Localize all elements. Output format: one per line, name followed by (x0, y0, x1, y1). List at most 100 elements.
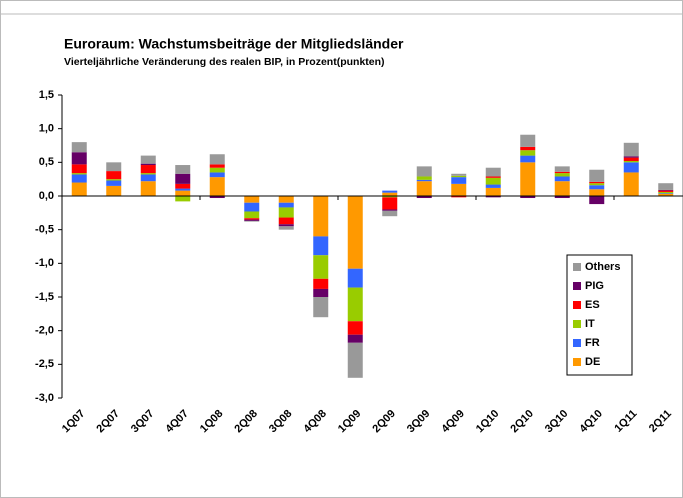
bar-segment (416, 196, 432, 199)
bar-segment (106, 179, 122, 181)
legend-label: FR (585, 337, 600, 349)
bar-segment (313, 288, 329, 297)
bar-segment (244, 220, 260, 222)
bar-segment (175, 173, 191, 184)
bar-segment (554, 173, 570, 177)
bar-segment (658, 193, 674, 196)
bar-segment (278, 207, 294, 218)
bar-segment (347, 342, 363, 378)
bar-segment (209, 196, 225, 199)
bar-segment (71, 164, 87, 174)
legend-swatch (573, 358, 581, 366)
legend-swatch (573, 263, 581, 271)
bar-segment (589, 183, 605, 186)
bar-segment (313, 297, 329, 318)
bar-segment (209, 177, 225, 196)
bar-segment (554, 171, 570, 174)
legend-swatch (573, 320, 581, 328)
bar-segment (347, 287, 363, 322)
chart-subtitle: Vierteljährliche Veränderung des realen … (64, 56, 385, 68)
bar-segment (623, 172, 639, 196)
bar-segment (244, 211, 260, 219)
bar-segment (451, 173, 467, 176)
bar-segment (554, 176, 570, 182)
bar-segment (244, 202, 260, 212)
bar-segment (347, 334, 363, 343)
legend-label: DE (585, 356, 600, 368)
bar-segment (71, 174, 87, 183)
y-tick-label: 0,0 (39, 190, 54, 202)
y-tick-label: -2,5 (35, 358, 54, 370)
y-tick-label: 1,5 (39, 89, 54, 101)
bar-segment (520, 162, 536, 196)
bar-segment (175, 165, 191, 174)
bar-segment (106, 162, 122, 172)
bar-segment (658, 193, 674, 194)
bar-segment (485, 187, 501, 196)
legend-swatch (573, 301, 581, 309)
bar-segment (623, 160, 639, 163)
bar-segment (589, 181, 605, 184)
bar-segment (106, 171, 122, 180)
bar-segment (485, 176, 501, 178)
bar-segment (209, 154, 225, 165)
bar-segment (140, 155, 156, 164)
bar-segment (244, 196, 260, 203)
bar-segment (278, 202, 294, 208)
bar-segment (313, 196, 329, 237)
bar-segment (589, 189, 605, 196)
bar-segment (244, 219, 260, 221)
bar-segment (520, 146, 536, 151)
bar-segment (71, 182, 87, 196)
bar-segment (589, 169, 605, 182)
bar-segment (416, 179, 432, 182)
bar-segment (623, 157, 639, 161)
bar-segment (416, 176, 432, 180)
bar-segment (106, 185, 122, 196)
chart-title: Euroraum: Wachstumsbeiträge der Mitglied… (64, 36, 404, 52)
bar-segment (278, 226, 294, 230)
bar-segment (313, 255, 329, 279)
bar-segment (554, 181, 570, 196)
bar-segment (485, 184, 501, 188)
bar-segment (416, 181, 432, 196)
bar-segment (175, 196, 191, 202)
bar-segment (347, 196, 363, 269)
y-tick-label: -3,0 (35, 392, 54, 404)
y-tick-label: -0,5 (35, 224, 54, 236)
legend-label: IT (585, 318, 595, 330)
bar-segment (244, 218, 260, 220)
bar-segment (278, 196, 294, 203)
bar-segment (106, 180, 122, 186)
bar-segment (71, 142, 87, 153)
bar-segment (451, 177, 467, 184)
legend-box (566, 254, 633, 376)
bar-segment (658, 190, 674, 192)
bar-segment (209, 172, 225, 178)
y-tick-label: -1,0 (35, 257, 54, 269)
bar-segment (520, 134, 536, 147)
y-tick-label: 1,0 (39, 123, 54, 135)
bar-segment (175, 188, 191, 191)
bar-segment (175, 190, 191, 196)
bar-segment (140, 163, 156, 166)
y-tick-label: -2,0 (35, 325, 54, 337)
bar-segment (382, 196, 398, 198)
legend-swatch (573, 339, 581, 347)
bar-segment (485, 196, 501, 198)
bar-segment (382, 209, 398, 211)
bar-segment (451, 183, 467, 196)
bar-segment (623, 156, 639, 158)
bar-segment (416, 166, 432, 177)
legend-label: Others (585, 261, 620, 273)
bar-segment (520, 155, 536, 163)
bar-segment (589, 196, 605, 205)
bar-segment (140, 174, 156, 182)
bar-segment (140, 181, 156, 196)
bar-segment (209, 164, 225, 168)
bar-segment (140, 173, 156, 175)
bar-segment (485, 177, 501, 185)
bar-segment (278, 224, 294, 227)
